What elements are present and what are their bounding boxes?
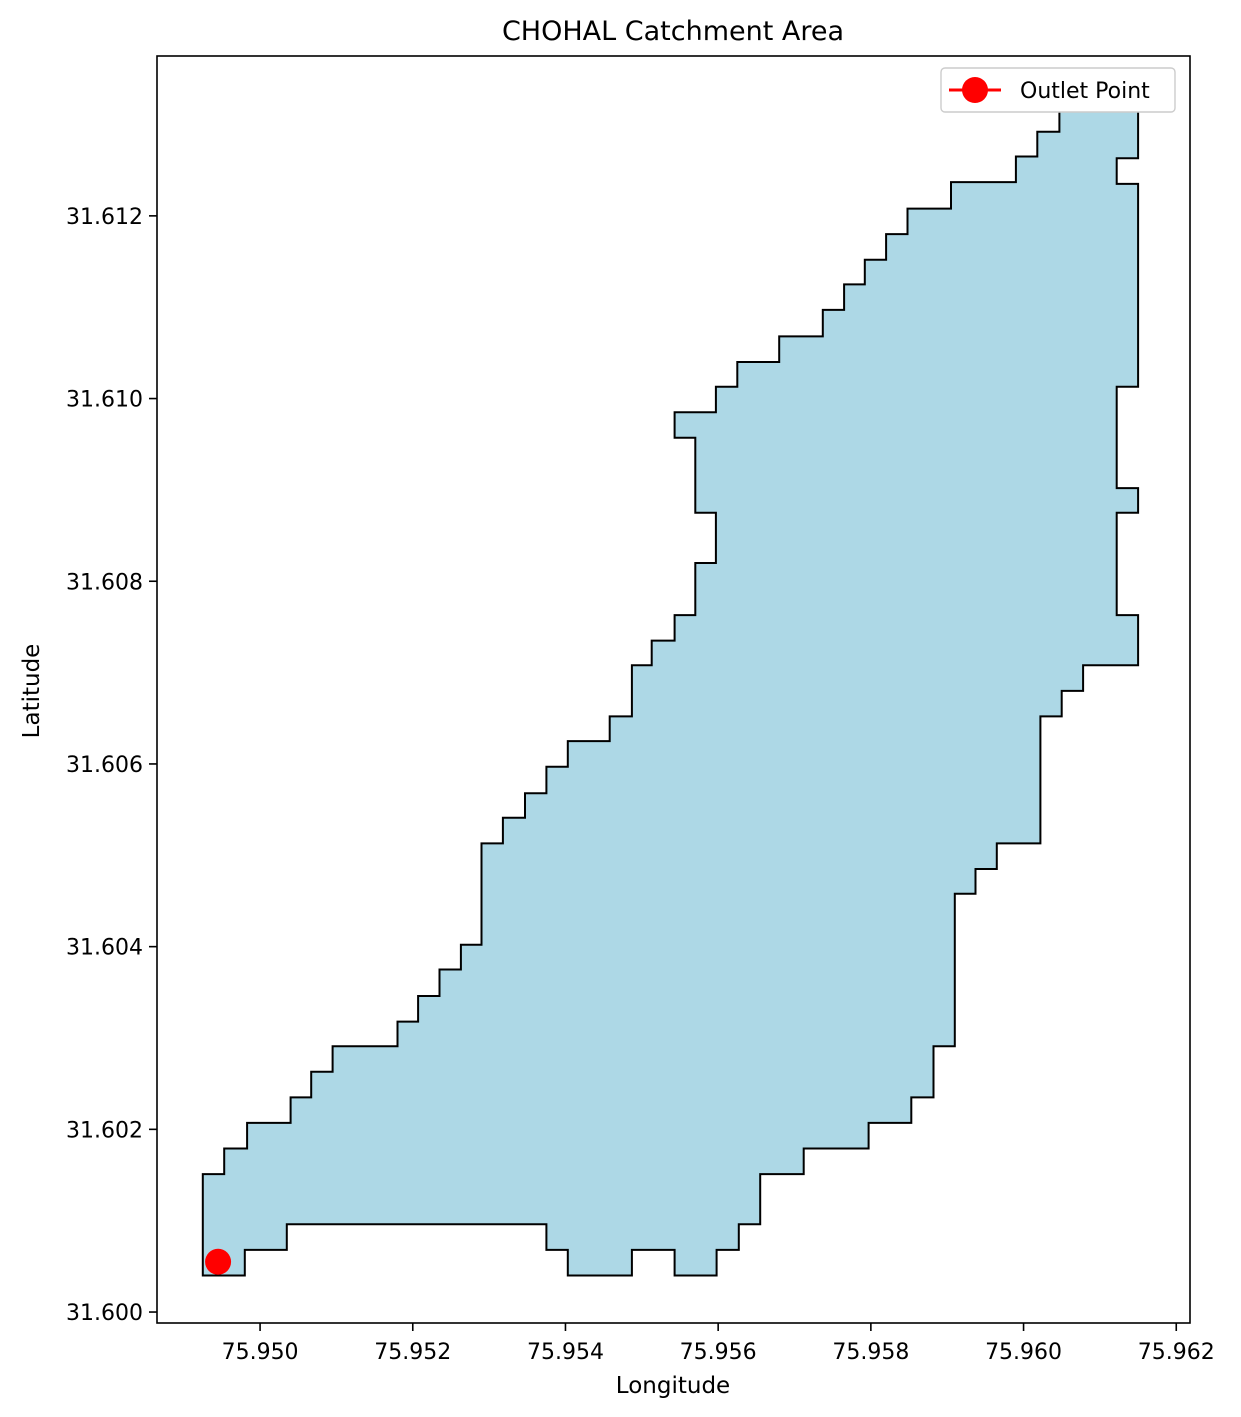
y-axis-ticks: 31.600 31.602 31.604 31.606 31.608 31.610 31.6… (66, 205, 157, 1326)
x-axis-ticks: 75.950 75.952 75.954 75.956 75.958 75.960 75.9… (222, 1323, 1215, 1365)
plot-area-frame (156, 55, 1191, 1324)
y-tick-label: 31.602 (66, 1118, 143, 1143)
legend: Outlet Point (940, 67, 1176, 113)
y-axis-label: Latitude (19, 644, 45, 739)
x-tick-label: 75.952 (374, 1340, 451, 1365)
y-tick-label: 31.610 (66, 388, 143, 413)
outlet-point-marker (205, 1248, 232, 1275)
y-tick-label: 31.600 (66, 1301, 143, 1326)
catchment-polygon (201, 107, 1140, 1277)
legend-box (940, 67, 1176, 113)
y-tick-label: 31.604 (66, 936, 143, 961)
x-tick-label: 75.958 (832, 1340, 909, 1365)
x-tick-label: 75.950 (222, 1340, 299, 1365)
x-axis-label: Longitude (616, 1373, 730, 1399)
y-tick-label: 31.606 (66, 753, 143, 778)
x-tick-label: 75.962 (1138, 1340, 1215, 1365)
legend-marker-icon (962, 77, 988, 103)
x-tick-label: 75.954 (527, 1340, 604, 1365)
x-tick-label: 75.956 (680, 1340, 757, 1365)
legend-entry-outlet-point: Outlet Point (1020, 79, 1150, 104)
x-tick-label: 75.960 (985, 1340, 1062, 1365)
y-tick-label: 31.612 (66, 205, 143, 230)
y-tick-label: 31.608 (66, 570, 143, 595)
chart-title: CHOHAL Catchment Area (502, 16, 844, 47)
